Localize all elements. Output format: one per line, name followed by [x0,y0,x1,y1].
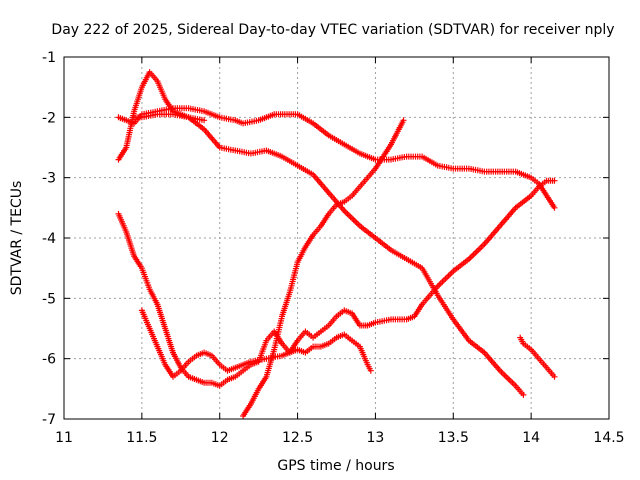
data-point [400,117,407,124]
y-tick-label: -3 [42,171,56,187]
x-tick-label: 12 [211,430,229,446]
data-point [520,391,527,398]
data-point [551,373,558,380]
series-track-7 [517,334,558,380]
x-tick-label: 14.5 [593,430,624,446]
y-tick-label: -5 [42,291,56,307]
data-marks [115,69,558,419]
y-tick-label: -1 [42,50,56,66]
axis-ticks: 11 11.5 12 12.5 13 13.5 14 14.5 -7 -6 -5 -4 -3 -2 -1 [42,50,625,446]
x-tick-label: 12.5 [282,430,313,446]
data-point [551,204,558,211]
x-tick-label: 11 [55,430,73,446]
series-track-2 [115,105,558,211]
series-track-4 [115,210,374,389]
x-axis-label: GPS time / hours [277,458,394,474]
x-tick-label: 14 [522,430,540,446]
data-point [367,367,374,374]
data-point [551,177,558,184]
x-tick-label: 13.5 [438,430,469,446]
chart-title: Day 222 of 2025, Sidereal Day-to-day VTE… [51,22,614,38]
y-tick-label: -7 [42,412,56,428]
series-track-5 [138,177,558,380]
series-track-6 [240,117,407,419]
x-tick-label: 11.5 [126,430,157,446]
data-point [201,117,208,124]
x-tick-label: 13 [367,430,385,446]
y-tick-label: -2 [42,110,56,126]
y-axis-label: SDTVAR / TECUs [9,181,25,296]
y-tick-label: -4 [42,231,56,247]
y-tick-label: -6 [42,352,56,368]
series-track-3 [131,111,208,124]
